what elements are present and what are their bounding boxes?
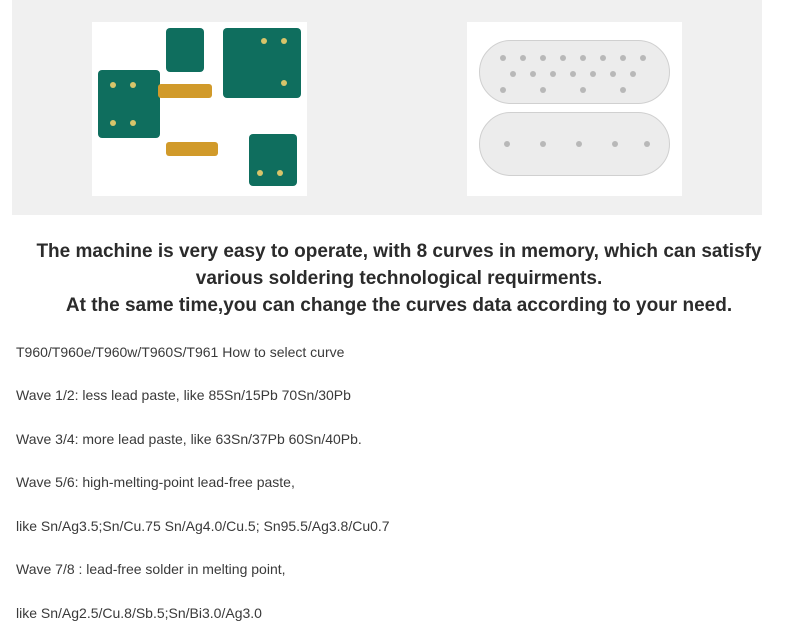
wave-7-8: Wave 7/8 : lead-free solder in melting p…: [16, 561, 782, 579]
headline-line-1: The machine is very easy to operate, wit…: [30, 239, 768, 293]
product-image-aluminum-pcb: [467, 22, 682, 196]
product-image-strip: [12, 0, 762, 215]
wave-5-6: Wave 5/6: high-melting-point lead-free p…: [16, 474, 782, 492]
headline-line-2: At the same time,you can change the curv…: [30, 293, 768, 320]
body-text: T960/T960e/T960w/T960S/T961 How to selec…: [0, 320, 798, 622]
curve-select-intro: T960/T960e/T960w/T960S/T961 How to selec…: [16, 344, 782, 362]
product-image-flex-rigid-pcb: [92, 22, 307, 196]
headline: The machine is very easy to operate, wit…: [0, 229, 798, 320]
wave-5-6-examples: like Sn/Ag3.5;Sn/Cu.75 Sn/Ag4.0/Cu.5; Sn…: [16, 518, 782, 536]
wave-3-4: Wave 3/4: more lead paste, like 63Sn/37P…: [16, 431, 782, 449]
wave-7-8-examples: like Sn/Ag2.5/Cu.8/Sb.5;Sn/Bi3.0/Ag3.0: [16, 605, 782, 622]
wave-1-2: Wave 1/2: less lead paste, like 85Sn/15P…: [16, 387, 782, 405]
